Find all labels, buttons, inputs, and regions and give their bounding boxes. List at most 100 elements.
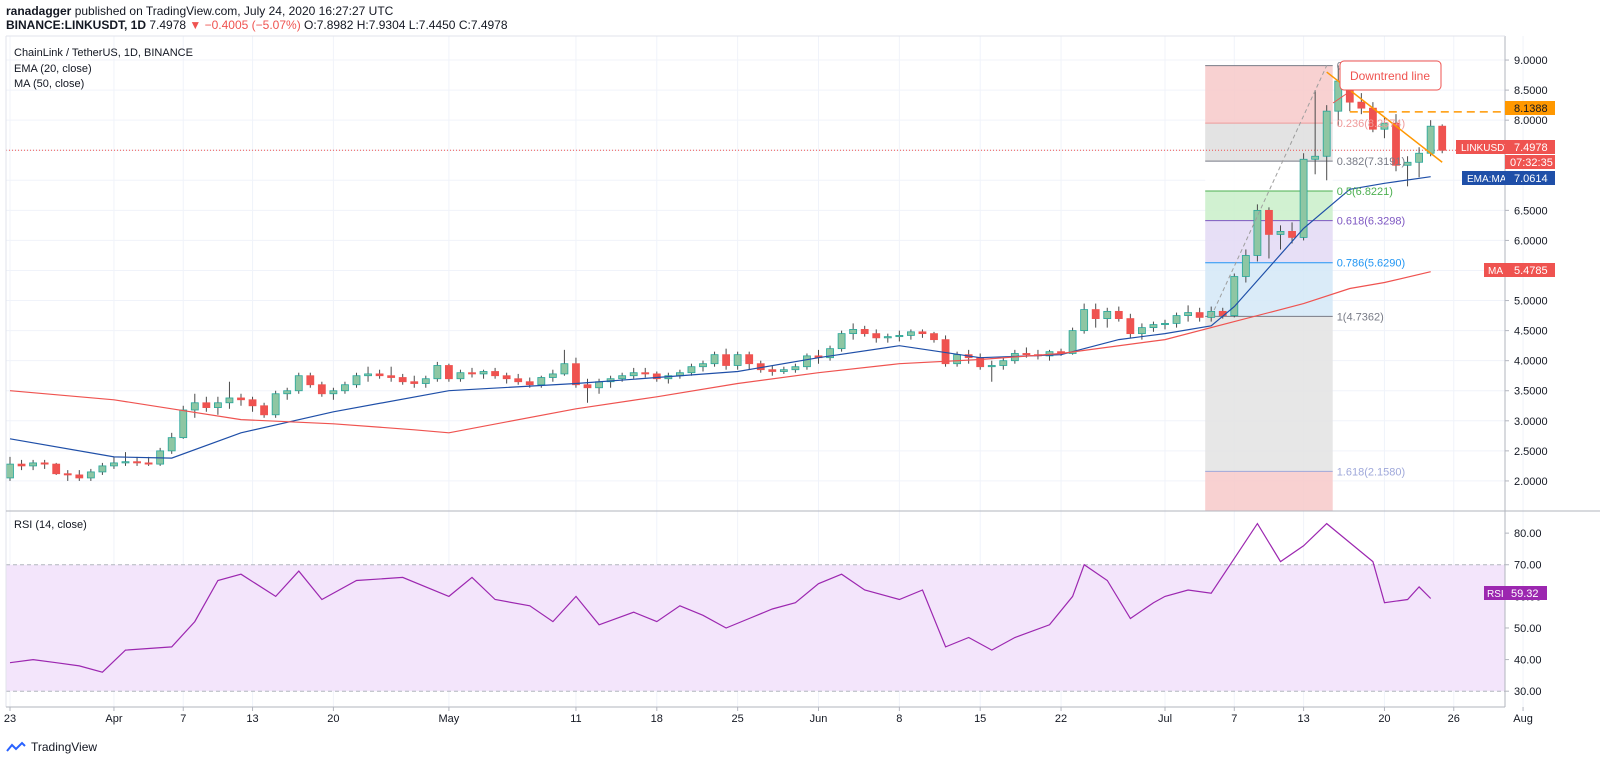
time-tick-label: Jun [810,713,828,725]
candle-body [525,381,534,386]
candle [40,459,49,469]
candle-body [1068,330,1077,354]
candle-body [1149,324,1158,329]
time-tick-label: Jul [1158,713,1172,725]
time-tick-label: May [439,713,460,725]
candle-body [444,365,453,380]
candle [1311,90,1320,175]
candle [86,468,95,481]
rsi-tick-label: 70.00 [1514,560,1542,572]
candle-body [687,366,696,374]
fib-level-label: 0.618(6.3298) [1337,216,1406,228]
candle-body [1392,122,1400,166]
candle [860,325,869,337]
time-tick-label: 20 [1378,713,1390,725]
candle [849,323,858,340]
ma-price-label: MA 5.4785 [1484,263,1555,277]
candle [29,459,38,471]
tradingview-logo-icon [6,741,26,752]
candle-body [595,381,603,389]
candle-body [1022,353,1031,356]
price-change: ▼ −0.4005 (−5.07%) [189,18,301,32]
candle-body [29,462,38,467]
candle-body [167,437,176,452]
price-tick-label: 6.0000 [1514,235,1548,247]
candle-body [860,329,869,335]
candle-body [398,377,407,383]
candle-body [722,354,730,366]
candle-body [733,354,742,366]
fib-zone [1205,262,1333,317]
candle-body [930,333,938,341]
downtrend-annotation: Downtrend line [1332,60,1442,104]
candle [1322,105,1331,181]
candle [1114,306,1123,322]
candle-body [837,333,846,350]
candle-body [294,375,303,392]
candle-body [849,329,858,335]
price-tick-label: 4.5000 [1514,326,1548,338]
annotation-text: Downtrend line [1350,69,1430,83]
last-price: 7.4978 [149,18,187,32]
rsi-band [6,564,1505,692]
candle-body [1426,125,1435,154]
candle-body [202,402,211,408]
candle [375,369,384,379]
candle-body [883,336,892,339]
candle [167,432,176,454]
candle [121,452,130,466]
candle [133,456,141,466]
candle-body [1207,310,1216,318]
rsi-tick-label: 50.00 [1514,623,1542,635]
time-tick-label: 15 [974,713,986,725]
candle-body [953,354,961,365]
candle [664,372,673,384]
candle-countdown: 07:32:35 [1510,157,1553,169]
price-axis-labels: 8.1388 LINKUSDT 7.4978 07:32:35 EMA:MA 7… [1456,101,1555,600]
time-axis-ticks: 23 Apr 7 13 20 May 11 18 25 Jun 8 15 22 Jul 7 13 20 26 Aug [4,707,1533,725]
price-tick-label: 2.5000 [1514,446,1548,458]
fib-zone-extension [1205,471,1333,511]
rsi-value-label: RSI 59.32 [1484,586,1547,600]
candle-body [1276,231,1285,235]
chart-header: ranadagger published on TradingView.com,… [6,4,508,32]
ema-price-label: EMA:MA 7.0614 [1462,171,1555,185]
candle [1403,156,1412,187]
linkusdt-value: 7.4978 [1514,142,1548,154]
fib-zone [1205,123,1333,162]
candle [1415,147,1423,178]
time-tick-label: 23 [4,713,16,725]
time-tick-label: 11 [570,713,581,725]
candle-body [1241,255,1250,277]
candle-body [341,384,349,392]
time-tick-label: 7 [180,713,186,725]
candle-body [1230,276,1239,316]
candle-body [52,463,61,475]
fib-level-label: 0.786(5.6290) [1337,258,1406,270]
candle-body [652,373,661,380]
candle [479,369,488,379]
candle-body [1103,310,1112,319]
candle-body [826,348,834,359]
candle [930,331,938,343]
candle [456,369,465,382]
candle-body [560,363,569,375]
candle [306,372,315,388]
price-tick-label: 9.0000 [1514,55,1548,67]
candle [826,345,834,361]
candle [179,405,188,439]
candle [768,365,777,376]
candle [733,351,742,370]
candle-body [1322,110,1331,157]
candle-body [1415,152,1423,163]
ema-label-name: EMA:MA [1467,174,1507,185]
fib-level-label: 0.236(8.2574) [1337,118,1406,130]
candle-body [283,390,292,395]
candle-body [410,381,419,384]
main-pane-title: ChainLink / TetherUS, 1D, BINANCE [14,47,193,59]
candle [710,351,719,367]
ma-legend: MA (50, close) [14,78,84,90]
candle-body [260,405,269,416]
